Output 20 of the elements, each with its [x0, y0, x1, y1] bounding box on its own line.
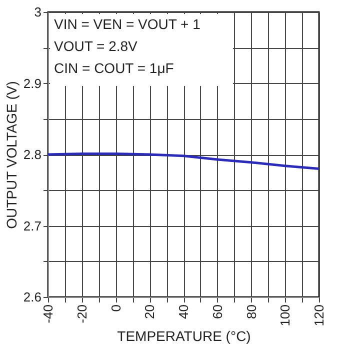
y-tick-label: 2.6: [23, 290, 42, 304]
x-tick-label: 60: [210, 304, 225, 319]
y-tick-label: 2.7: [23, 218, 42, 234]
annotation: VOUT = 2.8V: [54, 38, 138, 54]
y-axis-title: OUTPUT VOLTAGE (V): [3, 81, 20, 229]
y-tick-label: 3: [34, 4, 42, 20]
x-tick-label: -20: [74, 304, 90, 324]
annotation: VIN = VEN = VOUT + 1: [54, 16, 201, 32]
line-series: [46, 152, 320, 170]
x-tick-label: 0: [108, 304, 124, 312]
x-tick-label: 100: [278, 304, 293, 326]
x-tick-label: 40: [176, 304, 191, 319]
y-tick-label: 2.9: [23, 76, 42, 91]
y-tick-label: 2.8: [23, 147, 42, 162]
x-tick-label: 80: [244, 304, 259, 319]
annotation: CIN = COUT = 1μF: [54, 60, 174, 76]
x-tick-label: 120: [312, 304, 326, 326]
x-tick-label: 20: [142, 304, 158, 319]
x-tick-label: -40: [40, 304, 56, 324]
x-axis-title: TEMPERATURE (°C): [117, 328, 251, 344]
